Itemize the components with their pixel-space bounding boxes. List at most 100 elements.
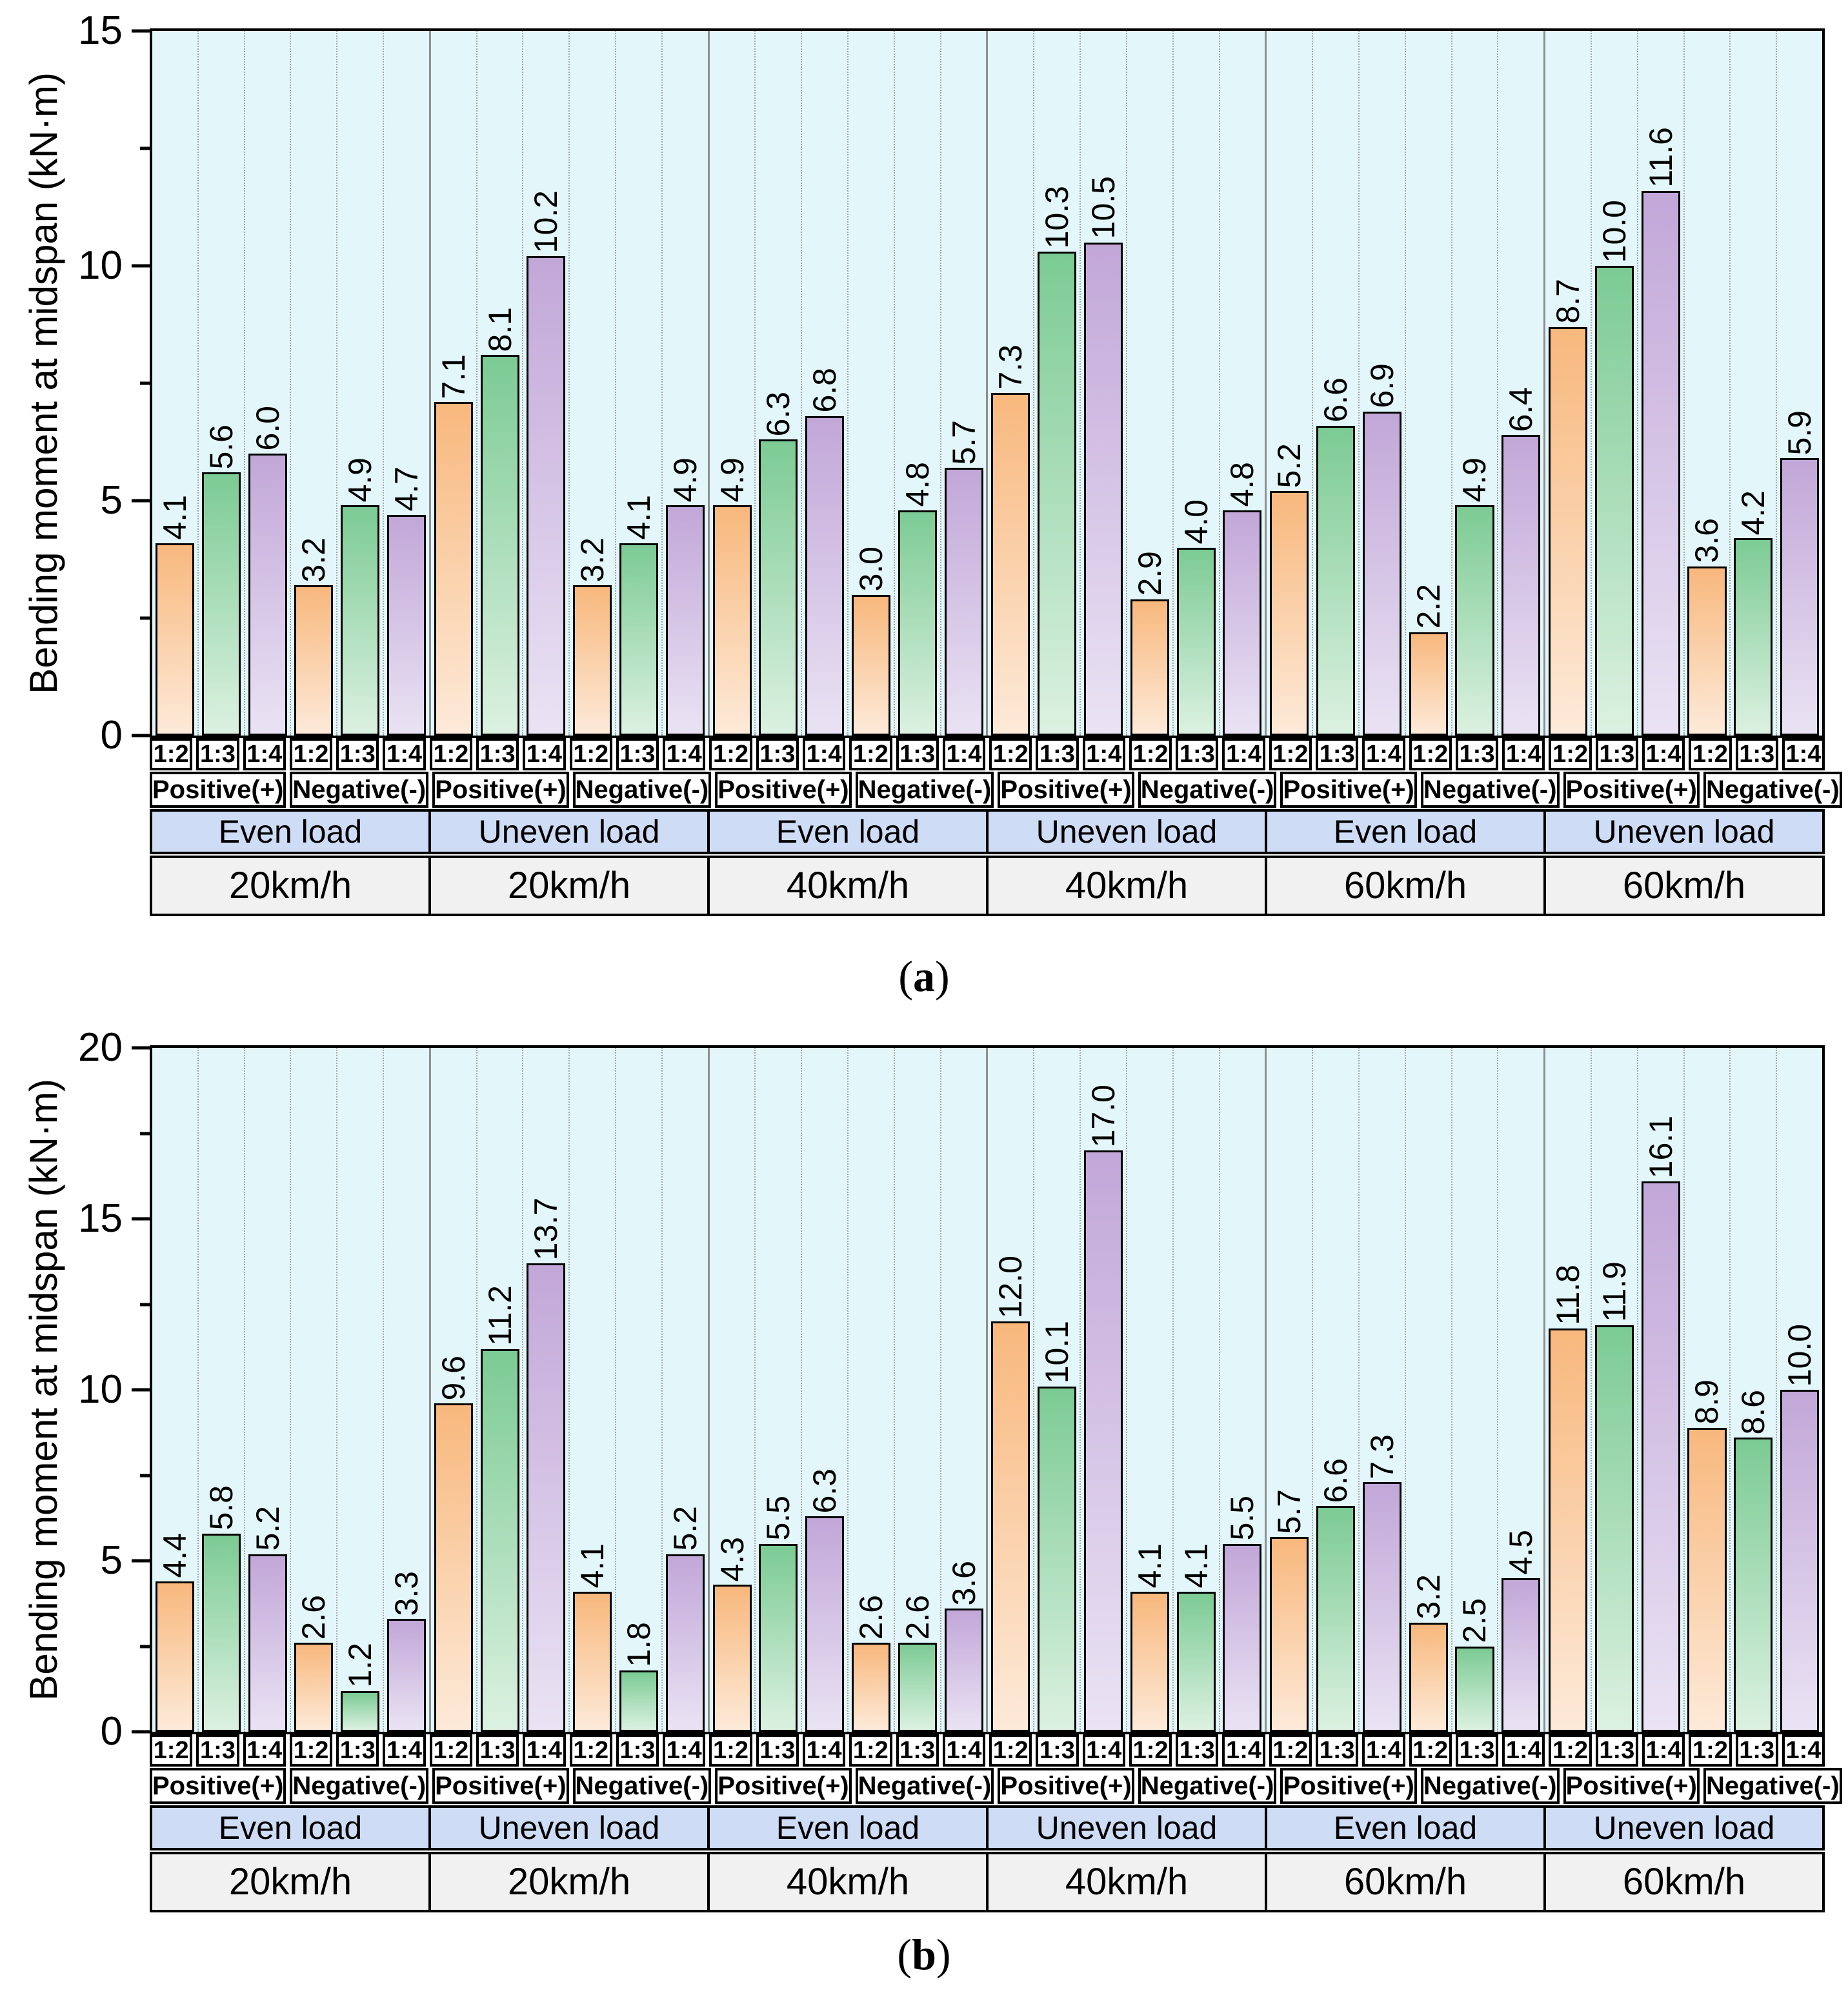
ratio-cell: 1:3 xyxy=(196,1734,239,1767)
bar-value-label: 12.0 xyxy=(992,1255,1029,1319)
ratio-cell: 1:3 xyxy=(756,1734,799,1767)
bar-slot: 2.6 xyxy=(291,1048,338,1732)
bar-1-2: 8.9 xyxy=(1687,1379,1727,1732)
ratio-cell: 1:2 xyxy=(1269,738,1312,770)
ratio-cell: 1:4 xyxy=(663,738,706,770)
ratio-cell: 1:3 xyxy=(616,738,659,770)
chart-panel-a: Bending moment at midspan (kN·m) 0 5 10 15 4… xyxy=(22,11,1842,1001)
bar-slot: 4.0 xyxy=(1174,31,1220,736)
ratio-cell: 1:3 xyxy=(1455,738,1499,770)
bar-slot: 5.2 xyxy=(245,1048,292,1732)
ratio-cell: 1:4 xyxy=(383,1734,426,1767)
y-axis-tick-label: 15 xyxy=(78,8,123,53)
ratio-cell: 1:4 xyxy=(523,1734,566,1767)
bar-value-label: 4.8 xyxy=(1224,462,1261,507)
bar-value-label: 4.9 xyxy=(667,457,703,503)
bar-value-label: 4.1 xyxy=(574,1543,611,1589)
speed-cell: 40km/h xyxy=(989,856,1267,916)
speed-cell: 40km/h xyxy=(710,1852,989,1913)
y-axis-tick-label: 10 xyxy=(78,243,123,288)
bar-value-label: 4.1 xyxy=(1131,1543,1168,1589)
load-cell: Uneven load xyxy=(989,809,1267,854)
bar-value-label: 3.2 xyxy=(296,537,332,583)
bar-slot: 4.3 xyxy=(710,1048,756,1732)
bar-1-3: 1.8 xyxy=(619,1622,659,1732)
bar-value-label: 8.7 xyxy=(1550,279,1587,324)
y-axis-tick xyxy=(140,1132,152,1136)
bar-value-label: 6.3 xyxy=(807,1468,843,1514)
bar-slot: 7.3 xyxy=(1360,1048,1406,1732)
bar-1-4: 6.9 xyxy=(1362,363,1401,736)
bar-slot: 8.1 xyxy=(477,31,524,736)
y-axis-tick xyxy=(140,1303,152,1307)
bar-group: 4.9 6.3 6.8 3.0 4.8 5.7 xyxy=(710,31,989,736)
bar-slot: 6.6 xyxy=(1313,31,1360,736)
bar-group: 7.3 10.3 10.5 2.9 4.0 4.8 xyxy=(988,31,1267,736)
sign-row-b: Positive(+) Negative(-) Positive(+) Negativ… xyxy=(150,1768,1842,1805)
bar-slot: 2.6 xyxy=(895,1048,941,1732)
y-axis-tick-label: 0 xyxy=(100,713,123,757)
sign-cell: Positive(+) xyxy=(1280,1768,1417,1805)
bar-1-3: 4.1 xyxy=(619,495,659,736)
ratio-cell: 1:3 xyxy=(1036,1734,1079,1767)
bar-1-4: 16.1 xyxy=(1641,1116,1680,1732)
sign-cell: Negative(-) xyxy=(572,772,712,808)
sign-cell: Positive(+) xyxy=(1280,772,1417,808)
ratio-cell: 1:3 xyxy=(896,1734,939,1767)
speed-cell: 60km/h xyxy=(1546,1852,1825,1913)
bar-1-2: 5.7 xyxy=(1270,1489,1309,1732)
bar-slot: 8.9 xyxy=(1685,1048,1731,1732)
bar-slot: 10.2 xyxy=(523,31,570,736)
bar-slot: 5.5 xyxy=(1220,1048,1265,1732)
bar-value-label: 4.5 xyxy=(1503,1530,1540,1575)
bar-slot: 2.2 xyxy=(1406,31,1452,736)
caption-letter-b: b xyxy=(912,1930,936,1980)
bar-value-label: 5.7 xyxy=(1271,1489,1308,1534)
ratio-cell: 1:2 xyxy=(709,738,752,770)
bar-value-label: 7.3 xyxy=(992,345,1029,390)
bar-slot: 4.9 xyxy=(1452,31,1499,736)
bar-1-4: 3.6 xyxy=(944,1561,983,1732)
bar-1-4: 6.0 xyxy=(248,406,287,736)
y-axis-title-a: Bending moment at midspan (kN·m) xyxy=(22,31,65,736)
ratio-cell: 1:3 xyxy=(1316,738,1359,770)
bar-1-3: 5.6 xyxy=(201,425,241,736)
bar-slot: 4.2 xyxy=(1731,31,1778,736)
bar-value-label: 10.2 xyxy=(528,190,565,254)
bar-1-4: 5.2 xyxy=(665,1506,705,1732)
speed-row-a: 20km/h 20km/h 40km/h 40km/h 60km/h 60km/h xyxy=(150,856,1825,916)
ratio-cell: 1:2 xyxy=(1409,738,1452,770)
bar-value-label: 13.7 xyxy=(528,1197,565,1261)
ratio-cell: 1:2 xyxy=(849,1734,892,1767)
ratio-cell: 1:2 xyxy=(989,1734,1032,1767)
speed-row-b: 20km/h 20km/h 40km/h 40km/h 60km/h 60km/h xyxy=(150,1852,1825,1913)
sign-cell: Positive(+) xyxy=(150,1768,286,1805)
sign-cell: Negative(-) xyxy=(1138,772,1277,808)
ratio-cell: 1:2 xyxy=(429,1734,472,1767)
bar-value-label: 11.8 xyxy=(1550,1265,1587,1325)
y-axis-tick-label: 0 xyxy=(100,1709,123,1754)
ratio-cell: 1:4 xyxy=(942,738,986,770)
bar-slot: 1.2 xyxy=(337,1048,385,1732)
bar-1-2: 4.4 xyxy=(155,1533,194,1732)
bar-value-label: 6.4 xyxy=(1503,386,1540,432)
bar-slot: 8.7 xyxy=(1545,31,1592,736)
sign-cell: Positive(+) xyxy=(998,1768,1134,1805)
ratio-cell: 1:3 xyxy=(616,1734,659,1767)
y-axis-title-b: Bending moment at midspan (kN·m) xyxy=(22,1048,65,1732)
plot-area-b: Bending moment at midspan (kN·m) 0 5 10 15 2… xyxy=(22,1028,1825,1752)
bar-1-2: 3.2 xyxy=(573,537,612,736)
y-axis-tick xyxy=(140,1645,152,1649)
ratio-cell: 1:4 xyxy=(802,1734,846,1767)
bar-slot: 6.0 xyxy=(245,31,292,736)
bar-slot: 4.9 xyxy=(337,31,385,736)
sign-cell: Negative(-) xyxy=(290,772,429,808)
sign-cell: Positive(+) xyxy=(715,1768,852,1805)
bar-1-4: 5.9 xyxy=(1780,410,1820,736)
ratio-cell: 1:2 xyxy=(289,738,333,770)
ratio-cell: 1:3 xyxy=(1036,738,1079,770)
bar-value-label: 6.6 xyxy=(1318,377,1354,423)
bar-slot: 5.2 xyxy=(1267,31,1314,736)
bar-value-label: 8.9 xyxy=(1689,1379,1725,1425)
load-cell: Even load xyxy=(710,809,989,854)
